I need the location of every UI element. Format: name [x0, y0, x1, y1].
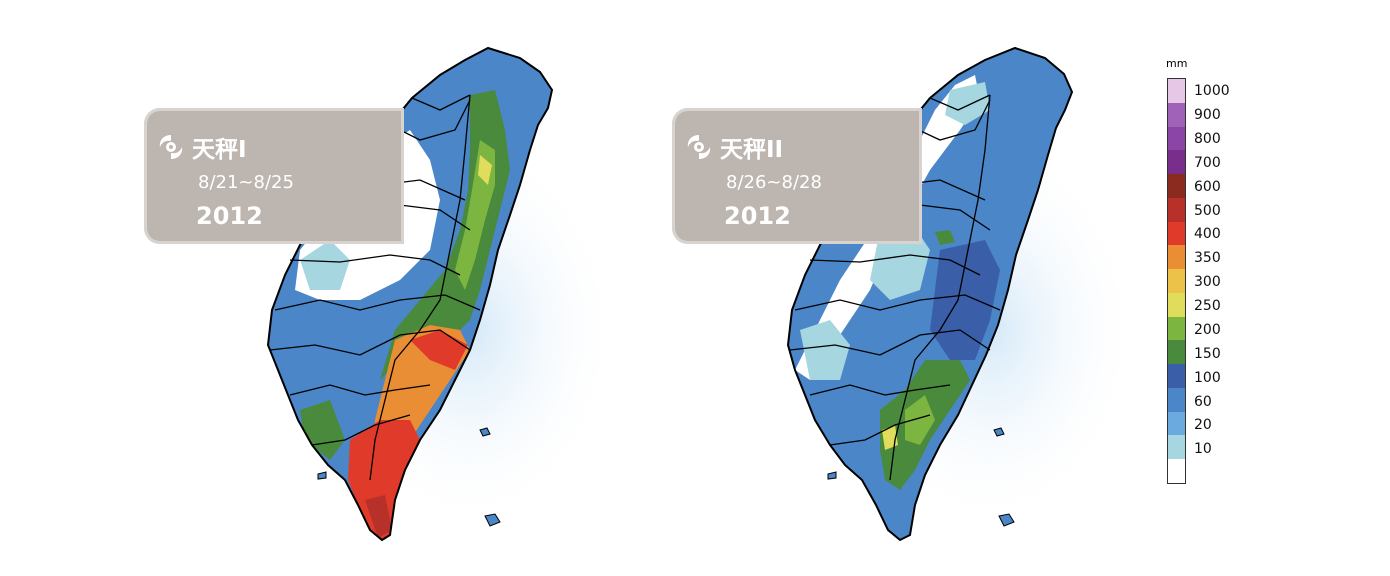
- zone-green-spot: [935, 230, 955, 245]
- legend-swatch: [1168, 245, 1185, 270]
- map-panel-1: 天秤I 8/21~8/25 2012: [0, 0, 650, 576]
- legend-label: 200: [1194, 321, 1221, 338]
- legend-swatch: [1168, 364, 1185, 388]
- typhoon-icon: [687, 135, 711, 159]
- zone-red-north: [410, 330, 468, 370]
- legend-label: 20: [1194, 417, 1212, 434]
- zone-lightblue-west: [800, 320, 850, 380]
- legend-unit: mm: [1166, 57, 1188, 70]
- legend-swatch: [1168, 269, 1185, 293]
- island-green: [993, 427, 1005, 437]
- legend-swatch: [1168, 411, 1185, 436]
- storm-title: 天秤II: [684, 130, 783, 164]
- storm-label-card: 天秤II 8/26~8/28 2012: [672, 108, 922, 244]
- legend-swatch: [1168, 150, 1185, 175]
- legend-label: 60: [1194, 393, 1212, 410]
- legend-label: 800: [1194, 130, 1221, 147]
- legend-swatch: [1168, 316, 1185, 341]
- legend-swatch: [1168, 126, 1185, 151]
- legend-swatch: [1168, 197, 1185, 222]
- legend-swatch: [1168, 174, 1185, 198]
- zone-yellow: [478, 155, 492, 185]
- island-orchid: [998, 513, 1015, 527]
- legend-swatch: [1168, 340, 1185, 365]
- legend-label: 350: [1194, 250, 1221, 267]
- zone-dark-red: [365, 495, 392, 538]
- legend-label: 100: [1194, 369, 1221, 386]
- zone-red-south: [348, 420, 420, 540]
- legend-swatch: [1168, 79, 1185, 103]
- legend-swatch: [1168, 292, 1185, 317]
- zone-yellow-green: [905, 395, 935, 445]
- storm-dates: 8/26~8/28: [726, 172, 822, 193]
- legend-swatch: [1168, 435, 1185, 460]
- island-green: [479, 427, 491, 437]
- legend-label: 400: [1194, 226, 1221, 243]
- storm-name: 天秤II: [720, 137, 784, 163]
- island-liuqiu: [317, 471, 327, 480]
- legend-swatch: [1168, 459, 1185, 484]
- typhoon-icon: [159, 135, 183, 159]
- legend-label: 500: [1194, 202, 1221, 219]
- legend-swatch: [1168, 387, 1185, 412]
- storm-year: 2012: [196, 202, 263, 230]
- legend-swatch: [1168, 221, 1185, 246]
- zone-dark-blue: [930, 240, 1000, 360]
- legend-label: 900: [1194, 107, 1221, 124]
- map-panel-2: 天秤II 8/26~8/28 2012: [650, 0, 1150, 576]
- rainfall-map-1: [266, 46, 620, 542]
- storm-name: 天秤I: [192, 137, 247, 163]
- storm-title: 天秤I: [156, 130, 247, 164]
- legend-label: 600: [1194, 178, 1221, 195]
- rainfall-map-2: [786, 46, 1140, 542]
- storm-label-card: 天秤I 8/21~8/25 2012: [144, 108, 404, 244]
- legend-label: 10: [1194, 441, 1212, 458]
- storm-year: 2012: [724, 202, 791, 230]
- rainfall-legend: mm 1000 900 800 700 600 500 400 350 300 250 200 150…: [1160, 52, 1260, 492]
- island-liuqiu: [827, 471, 837, 480]
- legend-label: 250: [1194, 298, 1221, 315]
- legend-label: 700: [1194, 154, 1221, 171]
- legend-label: 300: [1194, 274, 1221, 291]
- island-orchid: [484, 513, 501, 527]
- storm-dates: 8/21~8/25: [198, 172, 294, 193]
- zone-lightblue: [300, 240, 350, 290]
- legend-swatch: [1168, 102, 1185, 127]
- zone-lightblue-north: [945, 82, 990, 125]
- legend-label: 1000: [1194, 83, 1230, 100]
- legend-label: 150: [1194, 345, 1221, 362]
- legend-color-bar: [1167, 78, 1186, 484]
